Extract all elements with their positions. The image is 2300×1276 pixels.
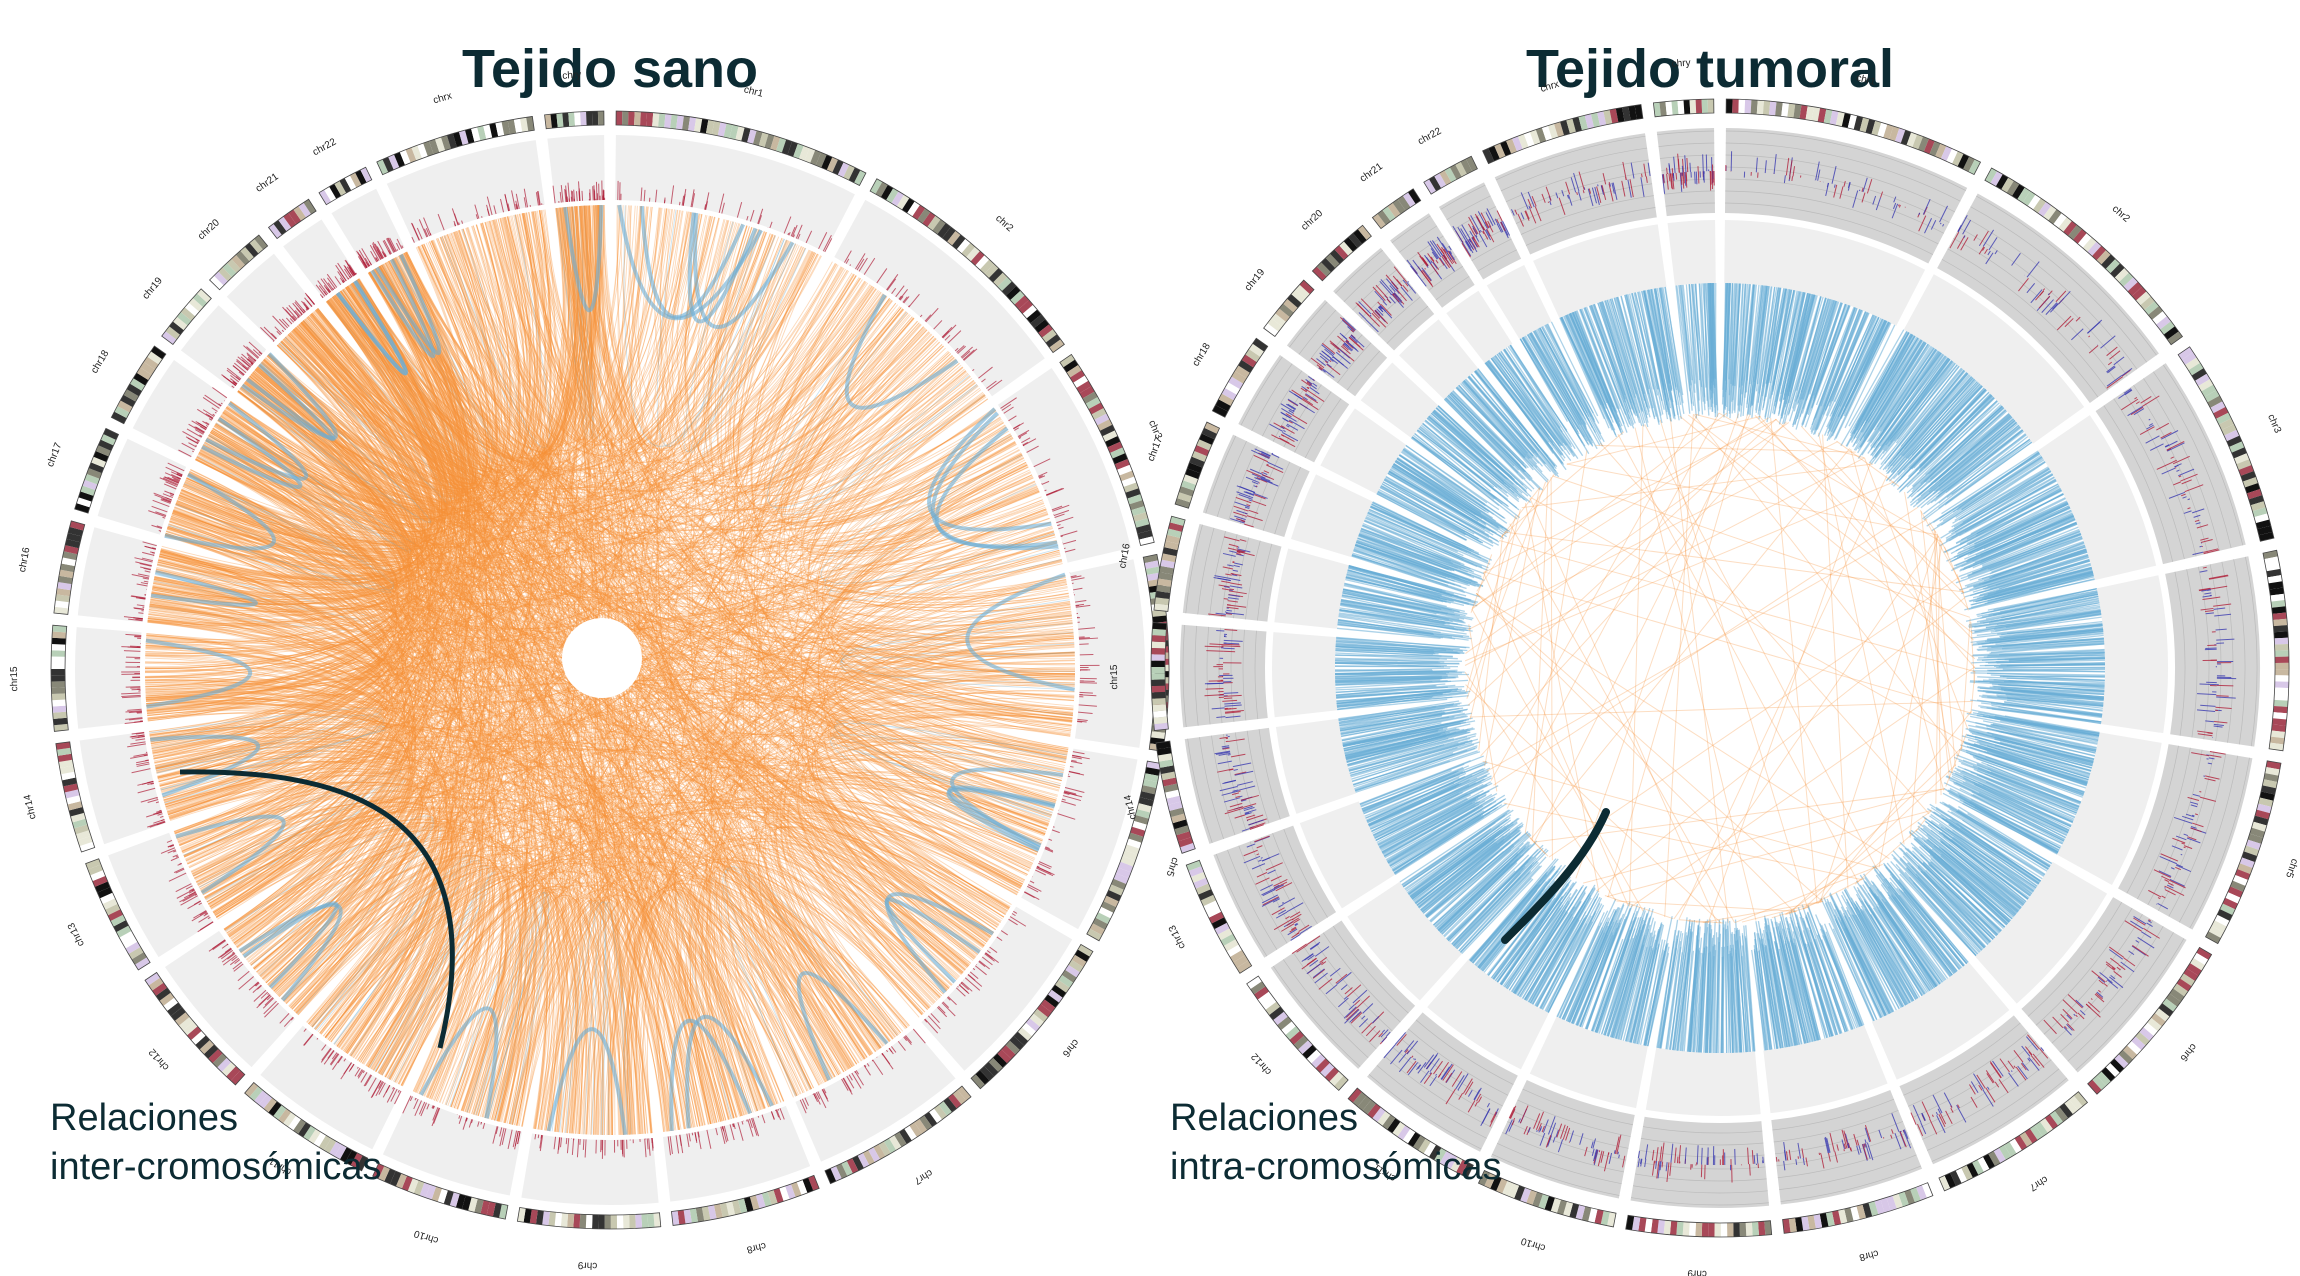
chromosome-label: chr9 bbox=[577, 1259, 597, 1271]
healthy-circos-plot: chr1chr2chr3chr4chr5chr6chr7chr8chr9chr1… bbox=[9, 70, 1211, 1271]
chromosome-label: chr10 bbox=[1519, 1235, 1547, 1253]
chromosome-chr5: chr5 bbox=[2204, 760, 2300, 945]
chromosome-label: chr17 bbox=[1146, 435, 1165, 463]
chromosome-chry: chry bbox=[1652, 58, 1715, 118]
chromosome-label: chr10 bbox=[412, 1227, 440, 1245]
chromosome-label: chr2 bbox=[2110, 204, 2132, 225]
chromosome-label: chr22 bbox=[311, 136, 339, 158]
chromosome-label: chr19 bbox=[140, 275, 165, 302]
chromosome-chr7: chr7 bbox=[824, 1085, 972, 1187]
chromosome-label: chr18 bbox=[89, 348, 112, 375]
chromosome-label: chr9 bbox=[1687, 1267, 1707, 1276]
chromosome-chr5: chr5 bbox=[1086, 760, 1180, 942]
caption-line-1: Relaciones bbox=[1170, 1097, 1358, 1139]
chromosome-label: chr12 bbox=[1249, 1050, 1274, 1076]
chromosome-label: chr6 bbox=[2177, 1041, 2198, 1063]
chromosome-links bbox=[144, 204, 1076, 1136]
chromosome-chr21: chr21 bbox=[1358, 161, 1422, 230]
chromosome-label: chrx bbox=[432, 91, 453, 107]
inter-chromosomal-pointer bbox=[179, 769, 455, 1049]
chromosome-label: chr8 bbox=[1858, 1247, 1880, 1263]
caption-line-1: Relaciones bbox=[50, 1097, 238, 1139]
chromosome-label: chr17 bbox=[45, 441, 64, 469]
chromosome-chrx: chrx bbox=[376, 91, 535, 176]
chromosome-label: chr20 bbox=[1299, 208, 1325, 233]
chromosome-chr19: chr19 bbox=[1243, 267, 1315, 338]
chromosome-chr14: chr14 bbox=[22, 741, 96, 853]
chromosome-chr10: chr10 bbox=[1477, 1169, 1617, 1253]
chromosome-label: chr14 bbox=[22, 793, 39, 820]
chromosome-chr19: chr19 bbox=[140, 275, 212, 346]
chromosome-chr22: chr22 bbox=[1416, 126, 1478, 195]
chromosome-chr15: chr15 bbox=[1109, 622, 1169, 731]
chromosome-label: chr3 bbox=[2265, 413, 2283, 436]
chromosome-chr16: chr16 bbox=[1117, 515, 1186, 612]
chromosome-label: chr19 bbox=[1243, 267, 1268, 294]
chromosome-label: chr14 bbox=[1122, 793, 1139, 820]
chromosome-chry: chry bbox=[544, 70, 605, 130]
chromosome-label: chr1 bbox=[1855, 73, 1877, 88]
chromosome-label: chr16 bbox=[17, 546, 33, 573]
chromosome-label: chry bbox=[1671, 58, 1691, 70]
chromosome-chr6: chr6 bbox=[970, 943, 1094, 1090]
chromosome-label: chr15 bbox=[9, 666, 20, 692]
chromosome-label: chr8 bbox=[745, 1240, 767, 1256]
chromosome-chrx: chrx bbox=[1482, 79, 1644, 165]
chromosome-chr22: chr22 bbox=[311, 136, 373, 206]
chromosome-label: chr7 bbox=[912, 1167, 935, 1187]
caption-line-2: inter-cromosómicas bbox=[50, 1146, 382, 1188]
chromosome-chr18: chr18 bbox=[89, 345, 167, 425]
chromosome-label: chr12 bbox=[147, 1046, 172, 1072]
chromosome-label: chr18 bbox=[1191, 341, 1214, 368]
chromosome-chr8: chr8 bbox=[1782, 1182, 1934, 1263]
chromosome-chr12: chr12 bbox=[144, 971, 246, 1086]
healthy-tissue-title: Tejido sano bbox=[461, 39, 759, 99]
chromosome-label: chr5 bbox=[2283, 857, 2300, 879]
chromosome-chr1: chr1 bbox=[1725, 73, 1982, 176]
chromosome-chr3: chr3 bbox=[1059, 353, 1164, 546]
chromosome-label: chr6 bbox=[1060, 1037, 1081, 1059]
chromosome-chr15: chr15 bbox=[9, 624, 69, 732]
chromosome-chr2: chr2 bbox=[1984, 167, 2184, 346]
tumor-tissue-title: Tejido tumoral bbox=[1525, 39, 1894, 99]
chromosome-chr3: chr3 bbox=[2177, 346, 2283, 542]
intra-chromosomal-caption: Relaciones intra-cromosómicas bbox=[1170, 1094, 1502, 1192]
chromosome-label: chr1 bbox=[743, 84, 765, 99]
chromosome-label: chr2 bbox=[993, 213, 1015, 234]
chromosome-label: chr21 bbox=[254, 171, 281, 195]
chromosome-label: chr13 bbox=[1167, 923, 1188, 951]
chromosome-label: chry bbox=[562, 70, 582, 82]
chromosome-label: chr22 bbox=[1416, 126, 1444, 148]
chromosome-label: chr5 bbox=[1163, 856, 1180, 878]
chromosome-label: chr16 bbox=[1117, 542, 1133, 569]
chromosome-chr4: chr4 bbox=[2262, 549, 2290, 752]
tumor-circos-plot: chr1 chr2 chr3 chr4 chr5 chr6 chr7 chr8 chr9 chr1… bbox=[1109, 58, 2300, 1276]
chromosome-chr9: chr9 bbox=[1625, 1214, 1773, 1276]
chromosome-chr21: chr21 bbox=[254, 171, 317, 240]
chromosome-chr2: chr2 bbox=[869, 178, 1065, 354]
intra-chromosomal-pointer bbox=[1501, 808, 1610, 944]
chromosome-label: chr15 bbox=[1109, 664, 1120, 690]
chromosome-label: chr21 bbox=[1358, 161, 1385, 185]
chromosome-chr1: chr1 bbox=[615, 84, 867, 187]
chromosome-label: chrx bbox=[1539, 79, 1560, 95]
chromosome-links bbox=[1334, 283, 2106, 1054]
chromosome-label: chr13 bbox=[66, 920, 87, 948]
chromosome-chr16: chr16 bbox=[17, 520, 86, 615]
inter-chromosomal-caption: Relaciones inter-cromosómicas bbox=[50, 1094, 382, 1192]
caption-line-2: intra-cromosómicas bbox=[1170, 1146, 1502, 1188]
chromosome-chr8: chr8 bbox=[671, 1174, 820, 1256]
chromosome-chr9: chr9 bbox=[516, 1207, 662, 1271]
chromosome-label: chr20 bbox=[196, 217, 222, 242]
chromosome-label: chr7 bbox=[2027, 1173, 2050, 1193]
